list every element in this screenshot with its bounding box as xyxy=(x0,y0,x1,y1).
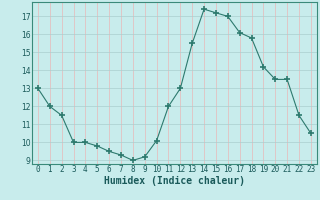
X-axis label: Humidex (Indice chaleur): Humidex (Indice chaleur) xyxy=(104,176,245,186)
